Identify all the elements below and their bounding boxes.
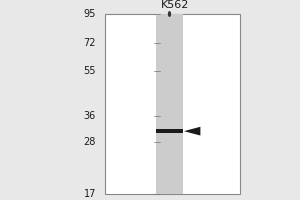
Bar [156, 14, 183, 194]
Text: 36: 36 [84, 111, 96, 121]
Text: 28: 28 [84, 137, 96, 147]
Text: 95: 95 [84, 9, 96, 19]
Text: 17: 17 [84, 189, 96, 199]
Ellipse shape [168, 11, 171, 17]
Text: 72: 72 [83, 38, 96, 48]
Bar [156, 129, 183, 133]
Text: K562: K562 [161, 0, 190, 10]
Bar [105, 14, 240, 194]
Text: 55: 55 [83, 66, 96, 76]
Polygon shape [184, 127, 200, 136]
